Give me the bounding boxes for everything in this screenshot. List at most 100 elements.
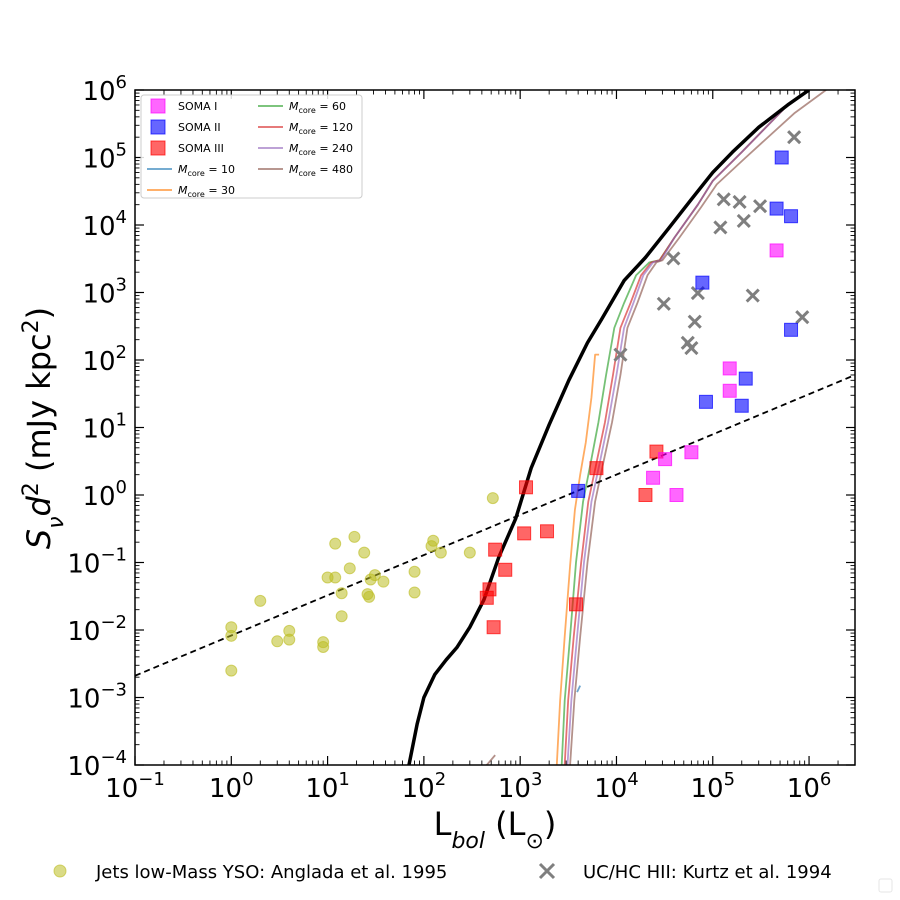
bottom-legend-cross: [538, 862, 556, 880]
y-tick-label: 100: [82, 477, 127, 512]
soma-i-point: [646, 470, 661, 485]
legend-entry: Mcore = 480: [258, 163, 353, 178]
soma-i-point: [658, 452, 673, 467]
legend-entry: SOMA I: [150, 98, 217, 114]
x-tick-label: 104: [594, 769, 639, 804]
legend-top-left: SOMA I SOMA II SOMA III Mcore = 10 Mcore = 3…: [140, 94, 363, 199]
mcore-curve-480-low: [486, 754, 496, 765]
legend-entry: Mcore = 10: [147, 163, 235, 178]
y-tick-label: 103: [82, 275, 127, 310]
x-tick-label: 106: [787, 769, 832, 804]
soma-i-point: [769, 243, 784, 258]
x-tick-label: 105: [690, 769, 735, 804]
legend-entry: Mcore = 240: [258, 142, 353, 157]
legend-label: Mcore = 240: [289, 142, 353, 157]
legend-entry: Mcore = 60: [258, 100, 346, 115]
soma-ii-point: [769, 201, 784, 216]
anglada-point: [348, 530, 361, 543]
y-tick-label: 106: [82, 72, 127, 107]
anglada-point: [408, 565, 421, 578]
legend-bottom: Jets low-Mass YSO: Anglada et al. 1995 UC…: [53, 862, 832, 883]
anglada-point: [329, 537, 342, 550]
legend-frame: [140, 94, 363, 199]
bottom-legend-circle: [53, 864, 67, 878]
kurtz-point: [753, 199, 768, 214]
kurtz-point: [713, 220, 728, 235]
legend-label: Mcore = 480: [289, 163, 353, 178]
kurtz-point: [716, 192, 731, 207]
kurtz-point: [745, 288, 760, 303]
anglada-point: [283, 624, 296, 637]
anglada-point: [358, 546, 371, 559]
anglada-point: [329, 571, 342, 584]
x-tick-label: 102: [402, 769, 447, 804]
legend-label: Mcore = 10: [178, 163, 235, 178]
soma-ii-point: [698, 394, 713, 409]
legend-swatch-square: [150, 140, 166, 156]
y-tick-label: 10−3: [67, 680, 127, 715]
anglada-point: [225, 664, 238, 677]
legend-label: SOMA II: [178, 121, 221, 134]
soma-iii-point: [540, 524, 555, 539]
anglada-point: [335, 610, 348, 623]
kurtz-point: [666, 251, 681, 266]
x-tick-label: 100: [209, 769, 254, 804]
kurtz-point: [732, 194, 747, 209]
soma-iii-point: [589, 461, 604, 476]
anglada-point: [225, 621, 238, 634]
anglada-point: [363, 590, 376, 603]
legend-swatch-square: [150, 119, 166, 135]
legend-label: SOMA III: [178, 142, 224, 155]
legend-label: Mcore = 30: [178, 184, 235, 199]
kurtz-point: [613, 347, 628, 362]
anglada-point: [368, 569, 381, 582]
plot-area: [135, 90, 855, 765]
soma-ii-point: [695, 275, 710, 290]
legend-entry: Mcore = 30: [147, 184, 235, 199]
anglada-point: [317, 636, 330, 649]
kurtz-point: [787, 130, 802, 145]
legend-entry: SOMA II: [150, 119, 221, 135]
soma-ii-point: [738, 371, 753, 386]
soma-ii-point: [734, 398, 749, 413]
y-tick-label: 105: [82, 140, 127, 175]
legend-label: SOMA I: [178, 100, 217, 113]
kurtz-point: [656, 296, 671, 311]
anglada-point: [408, 586, 421, 599]
kurtz-point: [736, 213, 751, 228]
anglada-point: [377, 575, 390, 588]
soma-i-point: [669, 488, 684, 502]
legend-entry: Mcore = 120: [258, 121, 353, 136]
bottom-legend-label: UC/HC HII: Kurtz et al. 1994: [583, 862, 832, 883]
soma-i-point: [722, 361, 737, 376]
legend-entry: SOMA III: [150, 140, 224, 156]
y-tick-label: 10−1: [67, 545, 127, 580]
soma-iii-point: [638, 488, 653, 502]
x-axis: 10−1 100 101 102 103 104 105 106: [105, 90, 856, 804]
soma-iii-point: [569, 597, 584, 612]
corner-checkbox[interactable]: [878, 878, 893, 893]
legend-swatch-square: [150, 98, 166, 114]
fit-dashed-line: [135, 374, 855, 677]
kurtz-point: [795, 310, 810, 325]
kurtz-point: [684, 341, 699, 356]
soma-ii-point: [571, 483, 586, 498]
y-tick-label: 10−4: [67, 747, 127, 782]
soma-iii-point: [519, 480, 534, 495]
bottom-legend-label: Jets low-Mass YSO: Anglada et al. 1995: [95, 862, 447, 883]
plot-frame: [134, 89, 856, 766]
soma-ii-point: [774, 150, 789, 165]
mcore-curve-240: [566, 90, 811, 765]
kurtz-point: [687, 314, 702, 329]
mcore-curve-10: [576, 685, 582, 693]
anglada-point: [486, 492, 499, 505]
legend-label: Mcore = 60: [289, 100, 346, 115]
x-tick-label: 10−1: [105, 769, 165, 804]
envelope-curve: [407, 90, 811, 765]
anglada-point: [271, 635, 284, 648]
legend-label: Mcore = 120: [289, 121, 353, 136]
soma-ii-point: [784, 209, 799, 224]
soma-iii-point: [488, 542, 503, 557]
soma-iii-point: [482, 582, 497, 597]
